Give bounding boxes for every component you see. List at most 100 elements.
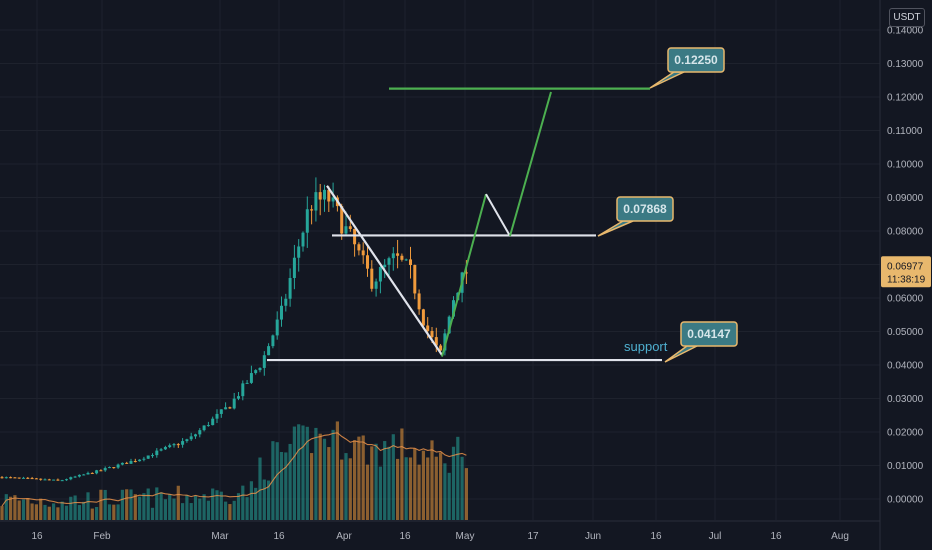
candle-body — [43, 479, 47, 481]
candle-body — [60, 480, 64, 482]
volume-bar — [215, 490, 219, 520]
volume-bar — [408, 457, 413, 520]
candle-body — [69, 477, 73, 480]
volume-bar — [99, 489, 103, 520]
volume-bar — [310, 453, 314, 520]
volume-bar — [77, 505, 81, 520]
currency-badge[interactable]: USDT — [889, 8, 925, 27]
volume-bar — [400, 428, 404, 520]
time-axis[interactable]: 16 Feb Mar 16 Apr 16 May 17 Jun 16 Jul 16 Aug — [0, 520, 880, 542]
volume-bar — [262, 479, 266, 520]
drawing-overlays[interactable]: 0.12250 0.07868 0.04147 support — [267, 47, 738, 363]
candle-body — [292, 257, 296, 278]
volume-bar — [344, 453, 348, 520]
volume-bar — [86, 492, 90, 520]
price-tick-label: 0.00000 — [887, 495, 924, 506]
volume-bar — [150, 507, 155, 520]
volume-bar — [241, 485, 245, 520]
time-tick-label: 16 — [273, 531, 285, 542]
candle-body — [73, 476, 77, 478]
volume-bar — [383, 441, 387, 520]
time-tick-label: Apr — [336, 531, 352, 542]
volume-bar — [236, 493, 241, 520]
volume-bar — [133, 494, 137, 520]
volume-bar — [434, 456, 438, 520]
support-label: support — [624, 339, 668, 354]
candle-body — [353, 228, 357, 245]
volume-bar — [335, 421, 339, 520]
time-tick-label: Feb — [93, 531, 111, 542]
callout-0.07868[interactable]: 0.07868 — [597, 196, 674, 237]
candle-body — [185, 439, 189, 442]
volume-bar — [314, 427, 318, 520]
time-tick-label: Jun — [585, 531, 601, 542]
candle-body — [202, 425, 206, 431]
candle-body — [391, 253, 395, 259]
candle-body — [271, 335, 275, 347]
candle-body — [95, 470, 99, 474]
time-tick-label: 17 — [527, 531, 539, 542]
downtrend-line[interactable] — [326, 185, 443, 356]
volume-bar — [292, 426, 296, 520]
price-tick-label: 0.03000 — [887, 394, 924, 405]
volume-bar — [189, 503, 193, 520]
candle-body — [366, 255, 369, 269]
projection-leg-2[interactable] — [473, 193, 487, 239]
grid-lines — [0, 0, 880, 520]
candle-body — [439, 345, 443, 351]
price-tick-label: 0.02000 — [887, 428, 924, 439]
volume-bar — [168, 494, 172, 520]
volume-bar — [138, 496, 142, 520]
volume-bar — [73, 495, 77, 520]
volume-bar — [0, 506, 4, 520]
volume-bar — [391, 434, 395, 520]
volume-bar — [464, 468, 468, 520]
candle-body — [22, 477, 25, 479]
volume-bar — [451, 446, 456, 520]
volume-bar — [107, 504, 112, 520]
candle-body — [142, 458, 146, 460]
volume-bar — [443, 463, 447, 520]
candle-body — [228, 407, 232, 409]
callout-pointer — [597, 220, 634, 237]
candle-body — [275, 319, 279, 336]
candle-body — [206, 425, 210, 427]
projection-leg-4[interactable] — [509, 91, 552, 237]
time-tick-label: 16 — [399, 531, 411, 542]
candle-body — [464, 272, 468, 274]
candle-body — [65, 479, 68, 481]
candle-body — [39, 478, 43, 480]
volume-bar — [172, 498, 176, 520]
projection-leg-3[interactable] — [485, 193, 511, 237]
candle-body — [318, 192, 322, 200]
volume-bar — [129, 489, 133, 520]
candle-body — [26, 477, 30, 479]
current-price-tag[interactable]: 0.06977 11:38:19 — [881, 256, 931, 288]
candle-body — [215, 413, 219, 419]
volume-bar — [447, 472, 451, 520]
callout-0.12250[interactable]: 0.12250 — [649, 47, 725, 89]
projection-leg-1[interactable] — [441, 238, 475, 357]
candle-body — [443, 333, 447, 351]
volume-bar — [4, 494, 8, 520]
volume-bar — [348, 458, 352, 520]
candle-body — [99, 470, 103, 472]
candle-body — [30, 478, 34, 480]
volume-bar — [181, 503, 185, 520]
volume-bar — [456, 436, 460, 520]
volume-bar — [460, 456, 464, 520]
candle-body — [155, 450, 159, 456]
candle-body — [452, 300, 455, 317]
volume-bar — [275, 442, 279, 520]
candlesticks — [0, 177, 468, 482]
callout-pointer — [649, 71, 685, 89]
candle-body — [305, 209, 309, 233]
volume-bar — [39, 498, 43, 520]
volume-bar — [267, 480, 271, 520]
price-axis[interactable]: 0.14000 0.13000 0.12000 0.11000 0.10000 0.090… — [879, 0, 932, 550]
callout-0.04147[interactable]: 0.04147 — [664, 321, 738, 363]
volume-bar — [219, 491, 223, 520]
volume-bar — [228, 504, 232, 520]
candle-body — [262, 355, 266, 368]
